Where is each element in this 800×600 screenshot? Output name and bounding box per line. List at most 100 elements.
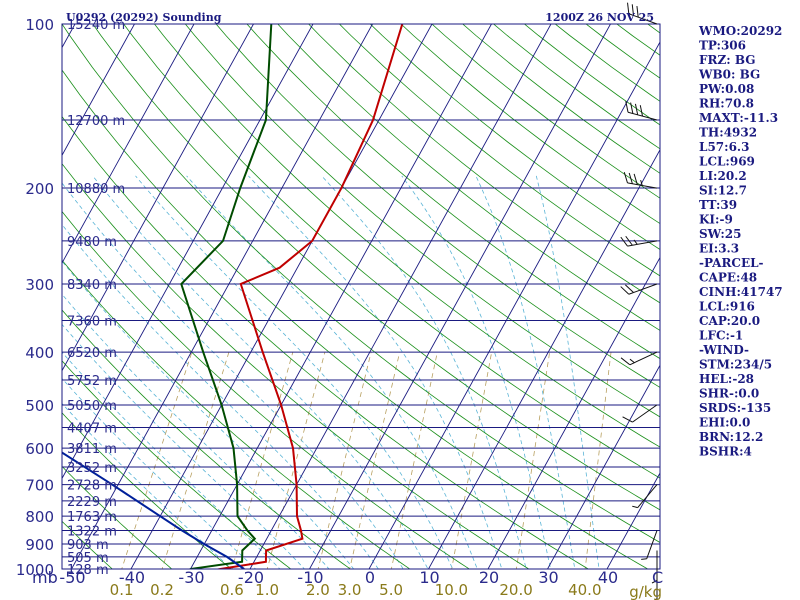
barb-half-flag xyxy=(633,239,638,245)
index-line: LI:20.2 xyxy=(699,169,747,183)
pressure-label: 500 xyxy=(25,397,54,415)
mixing-ratio-label: 20.0 xyxy=(499,581,532,599)
barb-half-flag xyxy=(629,358,635,364)
mixing-ratio-lines xyxy=(121,351,612,569)
temperature-label: -40 xyxy=(119,568,145,587)
index-line: FRZ: BG xyxy=(699,53,755,67)
height-label: 7360 m xyxy=(67,315,117,330)
index-line: SRDS:-135 xyxy=(699,401,771,415)
barb-flag xyxy=(620,236,628,247)
pressure-label: 700 xyxy=(25,477,54,495)
mixing-ratio-label: 0.6 xyxy=(220,581,244,599)
isotherm--10 xyxy=(308,24,612,569)
barb-flag xyxy=(625,101,629,113)
moist-adiabat xyxy=(135,175,454,569)
parcel-path xyxy=(62,451,245,569)
barb-half-flag xyxy=(651,580,658,584)
barb-flag xyxy=(623,172,628,184)
barb-half-flag xyxy=(640,179,643,186)
pressure-label: 900 xyxy=(25,536,54,554)
wind-barb xyxy=(623,172,658,189)
wind-barb xyxy=(641,530,658,560)
dry-adiabats xyxy=(62,24,660,569)
temperature-profile xyxy=(214,24,404,569)
height-label: 12700 m xyxy=(67,114,125,129)
sounding-profiles xyxy=(62,24,404,569)
temperature-label: -30 xyxy=(178,568,204,587)
height-label: 3252 m xyxy=(67,461,117,476)
isotherm--80 xyxy=(62,24,195,264)
moist-adiabat xyxy=(92,175,429,569)
dry-adiabat xyxy=(123,24,660,479)
dry-adiabat xyxy=(62,259,411,569)
moist-adiabat xyxy=(62,182,404,569)
isotherm--40 xyxy=(130,24,433,569)
index-line: EHI:0.0 xyxy=(699,416,750,430)
temperature-label: 0 xyxy=(365,568,375,587)
plot-frame xyxy=(61,23,661,570)
mixing-ratio-line xyxy=(121,351,193,569)
pressure-label: 100 xyxy=(25,16,54,34)
wind-barb xyxy=(653,569,658,600)
isotherm-10 xyxy=(427,148,660,569)
barb-flag xyxy=(625,284,634,293)
barb-flag xyxy=(631,4,635,16)
barb-staff xyxy=(637,484,658,508)
index-line: LCL:916 xyxy=(699,300,755,314)
mixing-ratio-line xyxy=(161,352,230,569)
dewpoint-profile xyxy=(180,24,273,569)
moist-adiabat xyxy=(248,175,503,569)
isotherm--90 xyxy=(62,24,136,157)
moist-adiabat xyxy=(62,293,330,569)
barb-flag xyxy=(634,103,639,115)
index-line: BRN:12.2 xyxy=(699,430,763,444)
dry-adiabat xyxy=(62,309,351,569)
isotherm--60 xyxy=(62,24,314,480)
moist-adiabat xyxy=(475,175,576,569)
index-line: WMO:20292 xyxy=(698,24,782,38)
barb-half-flag xyxy=(653,598,658,600)
index-line: LCL:969 xyxy=(699,155,755,169)
plot-area xyxy=(62,24,660,569)
index-line: PW:0.08 xyxy=(699,82,754,96)
index-line: MAXT:-11.3 xyxy=(699,111,778,125)
temperature-label: 10 xyxy=(419,568,439,587)
height-label: 2229 m xyxy=(67,495,117,510)
moist-adiabat xyxy=(401,175,552,569)
dry-adiabat xyxy=(62,24,660,543)
isotherm--20 xyxy=(249,24,552,569)
wind-barb xyxy=(620,351,658,366)
dry-adiabat xyxy=(62,465,173,569)
height-label: 9480 m xyxy=(67,235,117,250)
moist-adiabat xyxy=(62,260,355,569)
barb-staff xyxy=(628,283,658,295)
isotherm--30 xyxy=(189,24,493,569)
index-line: RH:70.8 xyxy=(699,97,754,111)
temperature-label: 40 xyxy=(598,568,618,587)
mixing-ratio-label: 40.0 xyxy=(568,581,601,599)
isotherm--70 xyxy=(62,24,255,372)
index-line: LFC:-1 xyxy=(699,329,743,343)
chart-time: 1200Z 26 NOV 25 xyxy=(545,11,654,24)
isotherm-40 xyxy=(606,472,660,569)
chart-title: U0292 (20292) Sounding xyxy=(66,11,222,24)
height-label: 10880 m xyxy=(67,182,125,197)
height-label: 2728 m xyxy=(67,479,117,494)
mixing-unit-label: g/kg xyxy=(629,583,662,600)
index-line: CAPE:48 xyxy=(699,271,757,285)
mixing-ratio-line xyxy=(451,352,493,569)
temperature-label: 30 xyxy=(538,568,558,587)
index-line: SI:12.7 xyxy=(699,184,747,198)
temperature-label: -50 xyxy=(59,568,85,587)
barb-staff xyxy=(646,530,658,559)
wind-barb xyxy=(625,101,658,121)
mixing-ratio-line xyxy=(515,352,551,569)
height-label: 505 m xyxy=(67,551,109,566)
barb-flag xyxy=(636,5,639,18)
pressure-label: 800 xyxy=(25,508,54,526)
index-line: STM:234/5 xyxy=(699,358,772,372)
barb-staff xyxy=(628,13,658,25)
wind-barb xyxy=(632,484,658,509)
temperature-label: 20 xyxy=(479,568,499,587)
